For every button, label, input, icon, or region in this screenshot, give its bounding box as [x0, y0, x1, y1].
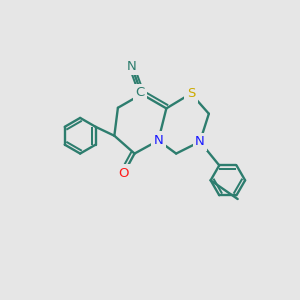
Text: N: N [195, 135, 205, 148]
Text: C: C [136, 86, 145, 99]
Text: N: N [153, 134, 163, 147]
Text: O: O [118, 167, 129, 180]
Text: N: N [127, 60, 136, 73]
Text: S: S [187, 87, 195, 100]
